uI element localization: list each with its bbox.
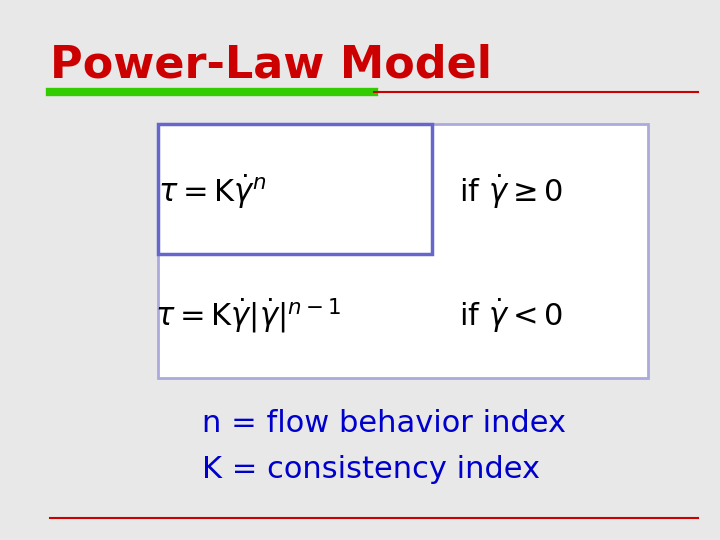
Text: Power-Law Model: Power-Law Model	[50, 43, 492, 86]
Text: n = flow behavior index: n = flow behavior index	[202, 409, 566, 438]
Text: K = consistency index: K = consistency index	[202, 455, 539, 484]
FancyBboxPatch shape	[158, 124, 432, 254]
FancyBboxPatch shape	[158, 124, 648, 378]
Text: $\tau = \mathrm{K}\dot{\gamma}^{n}$: $\tau = \mathrm{K}\dot{\gamma}^{n}$	[158, 172, 266, 211]
Text: $\mathrm{if}\ \dot{\gamma} \geq 0$: $\mathrm{if}\ \dot{\gamma} \geq 0$	[459, 172, 563, 211]
Text: $\tau = \mathrm{K}\dot{\gamma}|\dot{\gamma}|^{n-1}$: $\tau = \mathrm{K}\dot{\gamma}|\dot{\gam…	[156, 296, 341, 335]
Text: $\mathrm{if}\ \dot{\gamma} < 0$: $\mathrm{if}\ \dot{\gamma} < 0$	[459, 296, 563, 335]
